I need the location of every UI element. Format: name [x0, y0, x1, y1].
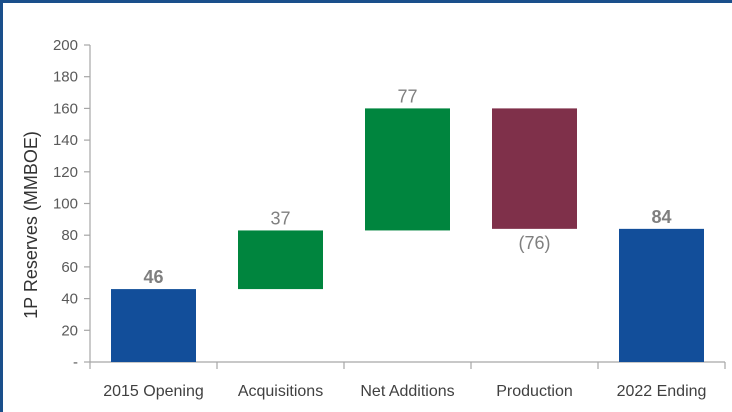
y-tick-label: 120 [53, 164, 78, 181]
bar-net-additions [365, 108, 450, 231]
y-tick-label: 40 [61, 291, 78, 308]
data-label: 37 [270, 208, 290, 228]
category-label: Production [496, 383, 573, 400]
bar-2022-ending [619, 228, 704, 362]
data-label: (76) [518, 233, 550, 253]
y-tick-label: 60 [61, 259, 78, 276]
data-labels: 46 37 77 (76) 84 [143, 86, 671, 287]
data-label: 84 [651, 207, 671, 227]
data-label: 46 [143, 267, 163, 287]
bars [111, 108, 704, 362]
y-axis: - 20 40 60 80 100 120 140 160 180 200 [53, 37, 91, 371]
y-tick-label: 200 [53, 37, 78, 54]
bar-2015-opening [111, 289, 196, 362]
bar-production [492, 108, 577, 229]
y-tick-label: 140 [53, 132, 78, 149]
category-labels: 2015 Opening Acquisitions Net Additions Pro… [103, 383, 706, 400]
y-tick-label: 160 [53, 100, 78, 117]
category-label: Acquisitions [238, 383, 323, 400]
data-label: 77 [397, 86, 417, 106]
y-tick-label: 180 [53, 69, 78, 86]
y-axis-label: 1P Reserves (MMBOE) [21, 131, 41, 319]
y-tick-label: 80 [61, 227, 78, 244]
y-tick-label: 100 [53, 196, 78, 213]
y-tick-label: 20 [61, 322, 78, 339]
y-tick-label: - [73, 354, 78, 371]
bar-acquisitions [238, 230, 323, 290]
category-label: 2022 Ending [617, 383, 707, 400]
category-label: 2015 Opening [103, 383, 204, 400]
category-label: Net Additions [360, 383, 454, 400]
x-axis [89, 361, 726, 369]
